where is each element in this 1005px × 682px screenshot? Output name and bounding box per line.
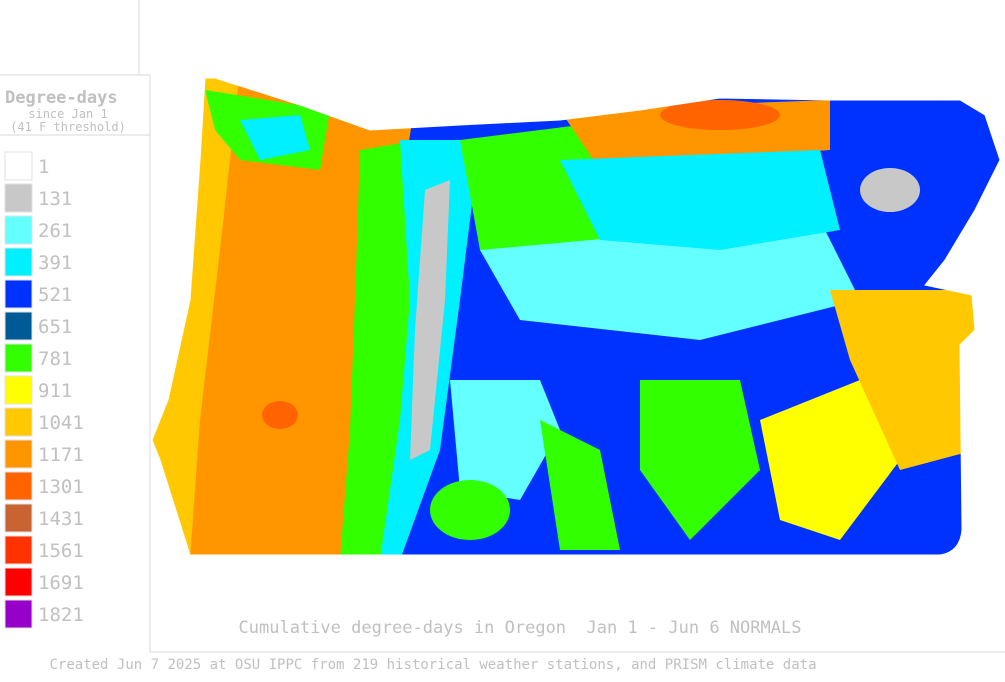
legend-swatch	[4, 247, 33, 277]
legend-swatch	[4, 439, 33, 469]
legend-label: 521	[38, 284, 72, 306]
legend-label: 651	[38, 316, 72, 338]
legend-label: 1821	[38, 604, 84, 626]
legend-swatch	[4, 215, 33, 245]
legend-swatch	[4, 279, 33, 309]
legend-subtitle: since Jan 1	[28, 107, 107, 121]
legend-label: 911	[38, 380, 72, 402]
legend-label: 1561	[38, 540, 84, 562]
footer-credit: Created Jun 7 2025 at OSU IPPC from 219 …	[49, 657, 816, 673]
legend-swatch	[4, 535, 33, 565]
legend-label: 131	[38, 188, 72, 210]
legend-label: 261	[38, 220, 72, 242]
legend-label: 1041	[38, 412, 84, 434]
legend-swatch	[4, 567, 33, 597]
legend-label: 1	[38, 156, 49, 178]
legend-title: Degree-days	[5, 88, 118, 108]
legend-swatch	[4, 343, 33, 373]
legend-label: 1431	[38, 508, 84, 530]
legend-swatch	[4, 375, 33, 405]
legend-swatch	[4, 599, 33, 629]
legend-label: 781	[38, 348, 72, 370]
legend-swatch	[4, 503, 33, 533]
legend-swatch	[4, 407, 33, 437]
legend-label: 1301	[38, 476, 84, 498]
state-outline	[151, 77, 1001, 556]
legend-swatch	[4, 471, 33, 501]
map-caption: Cumulative degree-days in Oregon Jan 1 -…	[239, 618, 802, 638]
legend-label: 1171	[38, 444, 84, 466]
legend-swatch	[4, 183, 33, 213]
legend-note: (41 F threshold)	[10, 120, 126, 134]
legend-swatch	[4, 151, 33, 181]
legend-swatch	[4, 311, 33, 341]
degree-day-map	[152, 78, 1000, 555]
legend-label: 1691	[38, 572, 84, 594]
legend: 1 131 261 391 521 651 781 911 1041 1171 1301 1431 15…	[4, 151, 84, 629]
legend-label: 391	[38, 252, 72, 274]
